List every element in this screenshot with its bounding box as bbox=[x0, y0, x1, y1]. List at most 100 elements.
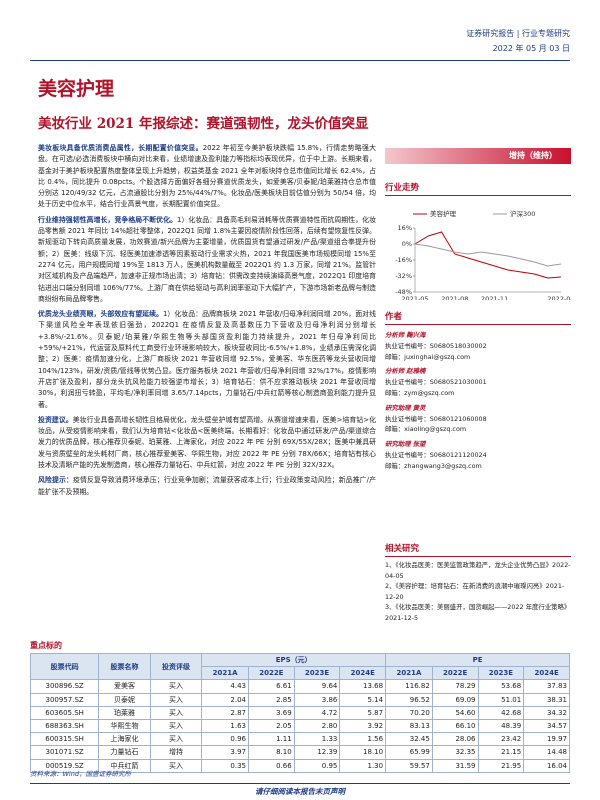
author-email: 邮箱：zym@gszq.com bbox=[385, 388, 455, 397]
table-cell: 3.97 bbox=[201, 745, 249, 760]
table-cell: 0.66 bbox=[247, 758, 295, 773]
table-cell: 力量钻石 bbox=[98, 745, 151, 760]
table-cell: 买入 bbox=[149, 758, 203, 773]
paragraph-lead: 美妆板块具备优质消费品属性，长期配置价值突显。 bbox=[38, 144, 203, 152]
table-cell: 32.35 bbox=[431, 745, 479, 760]
table-cell: 2.05 bbox=[247, 718, 295, 734]
table-cell: 3.69 bbox=[247, 705, 295, 720]
report-title: 美妆行业 2021 年报综述：赛道强韧性，龙头价值突显 bbox=[38, 116, 369, 132]
table-cell: 3.92 bbox=[339, 718, 387, 734]
footer: 请仔细阅读本报告末页声明 bbox=[255, 787, 345, 796]
table-cell: 9.64 bbox=[293, 679, 341, 694]
author: 研究助理 黄灵 执业证书编号：S0680121060008 邮箱：xiaoling@… bbox=[385, 403, 571, 435]
y-tick-label: -48% bbox=[395, 288, 412, 296]
table-cell: 59.57 bbox=[385, 758, 433, 773]
table-cell: 69.09 bbox=[431, 692, 479, 707]
table-cell: 4.72 bbox=[293, 705, 341, 720]
footer-rule bbox=[30, 783, 570, 784]
author-license: 执业证书编号：S0680521030001 bbox=[385, 378, 487, 387]
table-cell: 51.01 bbox=[477, 692, 525, 707]
paragraph-body: 1）化妆品：具备高毛利易消耗等优质赛道特性而抗周期性，化妆品零售额 2021 年… bbox=[38, 215, 377, 303]
paragraph-lead: 风险提示： bbox=[38, 476, 73, 485]
summary-paragraph: 风险提示：疫情反复导致消费环境承压；行业竞争加剧；流量获客成本上行；行业政策变动… bbox=[38, 475, 376, 498]
author-name: 张望 bbox=[412, 440, 426, 449]
author-role: 分析师 bbox=[385, 331, 405, 339]
table-cell: 8.10 bbox=[247, 745, 295, 760]
author-license: 执业证书编号：S0680121120024 bbox=[385, 450, 487, 459]
table-cell: 5.14 bbox=[339, 692, 387, 707]
related-item: 3、《化妆品医美：美丽盛开，国货崛起——2022 年度行业策略》2021-12-… bbox=[385, 603, 571, 622]
table-cell: 65.99 bbox=[385, 745, 433, 760]
author-line: 研究助理 张望 bbox=[385, 439, 571, 450]
author-line: 分析师 赵雅楠 bbox=[385, 366, 571, 377]
table-cell: 1.11 bbox=[247, 732, 295, 747]
table-row: 300896.SZ 爱美客 买入 4.43 6.61 9.64 13.68 116.82 78.… bbox=[29, 679, 570, 694]
author-email: 邮箱：xiaoling@gszq.com bbox=[385, 425, 467, 434]
table-row: 300957.SZ 贝泰妮 买入 2.04 2.85 3.86 5.14 96.52 69.09… bbox=[29, 692, 570, 707]
table-cell: 54.60 bbox=[431, 705, 479, 720]
summary: 美妆板块具备优质消费品属性，长期配置价值突显。2022 年初至今美护板块跌幅 1… bbox=[38, 143, 376, 502]
table-cell: 12.39 bbox=[293, 745, 341, 760]
table-cell: 116.82 bbox=[385, 679, 433, 694]
table-title: 重点标的 bbox=[30, 641, 62, 650]
year-header: 2024E bbox=[339, 666, 387, 681]
stock-table: 股票代码 股票名称 投资评级 EPS（元） PE 2021A 2022E 2023E 2024E… bbox=[29, 652, 570, 773]
table-cell: 96.52 bbox=[385, 692, 433, 707]
year-header: 2021A bbox=[385, 666, 433, 681]
table-cell: 1.63 bbox=[201, 718, 249, 734]
table-cell: 0.95 bbox=[293, 758, 341, 773]
y-tick-label: -16% bbox=[395, 256, 412, 264]
group-header: EPS（元） bbox=[201, 652, 387, 668]
legend-label: 美容护理 bbox=[430, 209, 457, 218]
related-item: 2、《美容护理：培育钻石：在新消费的浪潮中璀璨闪亮》2021-12-20 bbox=[385, 582, 565, 601]
header-row: 股票代码 股票名称 投资评级 EPS（元） PE bbox=[29, 652, 570, 681]
author-email: 邮箱：juxinghai@gszq.com bbox=[385, 352, 471, 361]
summary-paragraph: 行业维持强韧性高增长，竞争格局不断优化。1）化妆品：具备高毛利易消耗等优质赛道特… bbox=[38, 215, 376, 305]
summary-paragraph: 优质龙头业绩亮眼，头部效应有望延续。1）化妆品：品牌商板块 2021 年营收/归… bbox=[38, 309, 376, 411]
table-cell: 0.35 bbox=[201, 758, 249, 773]
table-row: 301071.SZ 力量钻石 增持 3.97 8.10 12.39 18.10 65.99 32… bbox=[29, 745, 570, 760]
author-role: 分析师 bbox=[385, 367, 405, 376]
table-cell: 6.61 bbox=[247, 679, 295, 694]
year-header: 2021A bbox=[201, 666, 249, 681]
related-title: 相关研究 bbox=[385, 542, 571, 557]
column-header: 股票名称 bbox=[98, 652, 151, 681]
author: 研究助理 张望 执业证书编号：S0680121120024 邮箱：zhangwang… bbox=[385, 439, 571, 471]
author-name: 赵雅楠 bbox=[406, 367, 426, 376]
table-cell: 38.31 bbox=[523, 692, 570, 707]
related-list: 1、《化妆品医美：医美监管政策趋严，龙头企业优势凸显》2022-04-05 2、《… bbox=[385, 560, 571, 623]
table-cell: 贝泰妮 bbox=[98, 692, 151, 707]
legend-label: 沪深300 bbox=[510, 209, 535, 218]
table-cell: 42.68 bbox=[477, 705, 525, 720]
author-line: 研究助理 黄灵 bbox=[385, 403, 571, 414]
table-cell: 13.68 bbox=[339, 679, 387, 694]
trend-chart: 16% 0% -16% -32% -48%2021-05 2021-08 2021-11 20… bbox=[395, 209, 571, 300]
table-cell: 21.15 bbox=[477, 745, 525, 760]
table-cell: 19.97 bbox=[523, 732, 570, 747]
table-cell: 买入 bbox=[149, 732, 203, 747]
table-cell: 28.06 bbox=[431, 732, 479, 747]
summary-paragraph: 美妆板块具备优质消费品属性，长期配置价值突显。2022 年初至今美护板块跌幅 1… bbox=[38, 143, 376, 211]
table-cell: 21.95 bbox=[477, 758, 525, 773]
table-cell: 83.13 bbox=[385, 718, 433, 734]
trend-line bbox=[414, 231, 562, 279]
author-name: 鞠兴海 bbox=[406, 331, 426, 339]
author-email: 邮箱：zhangwang3@gszq.com bbox=[385, 461, 482, 470]
table-cell: 4.43 bbox=[201, 679, 249, 694]
x-tick-label: 2021-11 bbox=[481, 295, 508, 300]
paragraph-lead: 投资建议。 bbox=[38, 415, 73, 424]
author-license: 执业证书编号：S0680518030002 bbox=[385, 341, 487, 350]
table-cell: 70.20 bbox=[385, 705, 433, 720]
year-header: 2023E bbox=[477, 666, 525, 681]
table-source: 资料来源：Wind，国盛证券研究所 bbox=[30, 770, 131, 778]
report-type: 证券研究报告 | 行业专题研究 bbox=[466, 29, 570, 38]
table-row: 000519.SZ 中兵红箭 买入 0.35 0.66 0.95 1.30 59.57 31.5… bbox=[29, 758, 570, 773]
table-cell: 2.80 bbox=[293, 718, 341, 734]
header-row: 2021A 2022E 2023E 2024E 2021A 2022E 2023E 2024E bbox=[31, 666, 570, 681]
author: 分析师 鞠兴海执业证书编号：S0680518030002 邮箱：juxinghai… bbox=[385, 330, 571, 362]
year-header: 2023E bbox=[293, 666, 341, 681]
x-tick-label: 2021-05 bbox=[401, 295, 428, 300]
table-cell: 买入 bbox=[149, 718, 203, 734]
authors: 分析师 鞠兴海执业证书编号：S0680518030002 邮箱：juxinghai… bbox=[385, 330, 571, 476]
